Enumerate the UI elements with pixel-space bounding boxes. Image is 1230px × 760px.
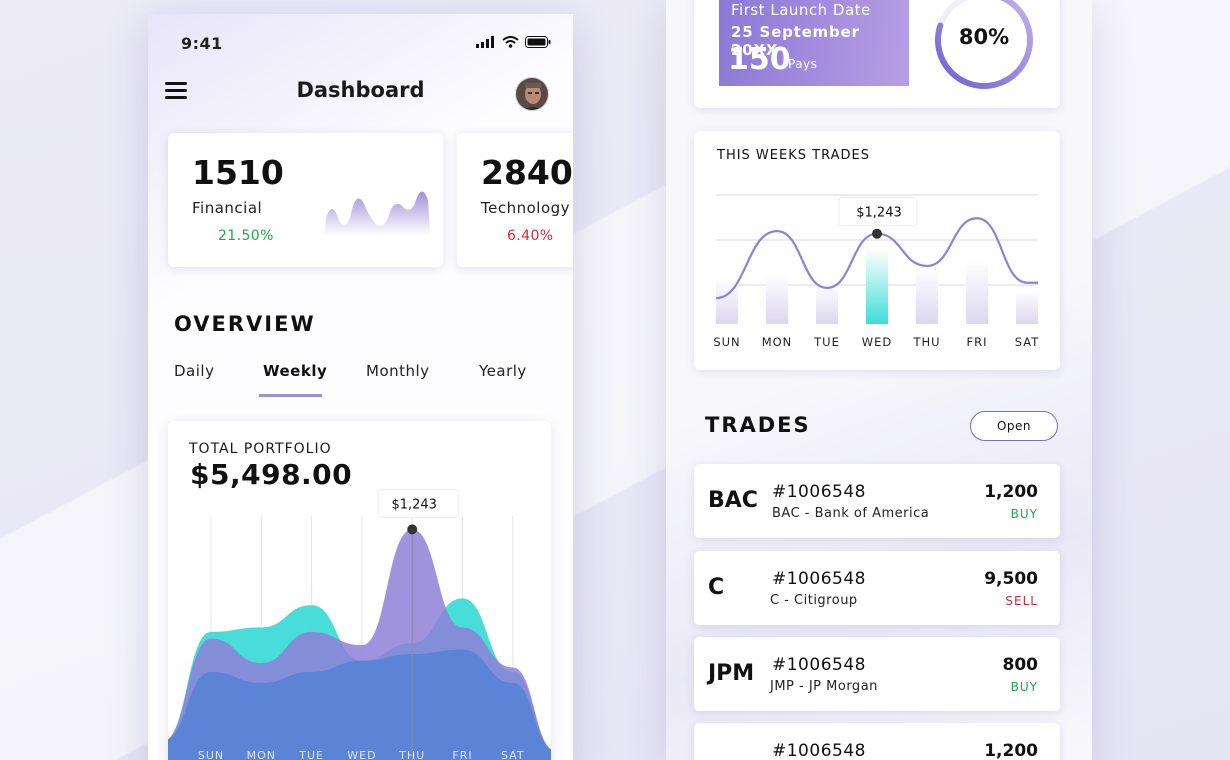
tooltip-label: $1,243 bbox=[391, 497, 437, 512]
page-title: Dashboard bbox=[296, 78, 425, 102]
stat-change: 21.50% bbox=[218, 228, 274, 244]
trade-id: #1006548 bbox=[772, 655, 866, 675]
x-tick-label: WED bbox=[347, 749, 376, 760]
tooltip-label: $1,243 bbox=[856, 206, 902, 221]
progress-text: 80% bbox=[958, 25, 1010, 49]
progress-arc bbox=[935, 0, 1033, 89]
trade-qty: 800 bbox=[1002, 655, 1039, 675]
stat-value: 1510 bbox=[192, 153, 284, 192]
trade-id: #1006548 bbox=[772, 482, 866, 502]
phone-dashboard-screen: 9:41 Dashboard bbox=[148, 14, 573, 760]
x-tick-label: SUN bbox=[198, 749, 224, 760]
avatar[interactable] bbox=[515, 77, 549, 111]
hamburger-menu-icon[interactable] bbox=[165, 82, 187, 100]
trade-qty: 9,500 bbox=[984, 569, 1038, 589]
bar bbox=[816, 282, 838, 324]
trade-qty: 1,200 bbox=[984, 741, 1038, 760]
active-tab-indicator bbox=[259, 394, 322, 397]
week-trades-card: SUN MON TUE WED THU FRI SAT $1,243 THIS WEEKS T… bbox=[694, 131, 1060, 370]
trade-row[interactable]: JPM #1006548 JMP - JP Morgan 800 BUY bbox=[694, 637, 1060, 711]
trade-ticker: BAC bbox=[708, 488, 758, 513]
trade-row[interactable]: #1006548 1,200 bbox=[694, 723, 1060, 760]
status-bar: 9:41 bbox=[148, 14, 573, 70]
tab-daily[interactable]: Daily bbox=[174, 362, 215, 380]
battery-icon bbox=[525, 36, 551, 48]
tab-yearly[interactable]: Yearly bbox=[479, 362, 527, 380]
x-tick-label: TUE bbox=[298, 749, 324, 760]
week-trades-title: THIS WEEKS TRADES bbox=[717, 148, 870, 163]
portfolio-label: TOTAL PORTFOLIO bbox=[189, 441, 332, 457]
bar bbox=[716, 277, 738, 324]
trade-qty: 1,200 bbox=[984, 482, 1038, 502]
x-tick-label: MON bbox=[247, 749, 276, 760]
status-time: 9:41 bbox=[181, 34, 223, 53]
trade-row[interactable]: C #1006548 C - Citigroup 9,500 SELL bbox=[694, 551, 1060, 625]
launch-date: 25 September 20XX bbox=[731, 23, 860, 59]
trade-ticker: C bbox=[708, 575, 725, 600]
stat-label: Technology bbox=[481, 199, 571, 217]
x-tick-label: SAT bbox=[501, 749, 525, 760]
launch-days: 150 bbox=[728, 42, 791, 77]
bar bbox=[916, 267, 938, 324]
week-trades-chart: SUN MON TUE WED THU FRI SAT $1,243 bbox=[713, 194, 1040, 349]
x-tick-label: FRI bbox=[967, 335, 988, 349]
x-tick-label: WED bbox=[862, 335, 893, 349]
x-tick-label: SUN bbox=[713, 335, 740, 349]
x-tick-label: FRI bbox=[452, 749, 472, 760]
trades-title: TRADES bbox=[705, 413, 811, 437]
stat-change: 6.40% bbox=[507, 228, 554, 244]
launch-card: First Launch Date 25 September 20XX 150 … bbox=[694, 0, 1060, 108]
launch-banner: First Launch Date 25 September 20XX 150 … bbox=[719, 0, 909, 86]
area-series-2 bbox=[168, 649, 551, 760]
progress-ring bbox=[935, 0, 1033, 89]
progress-center bbox=[944, 0, 1024, 80]
bar bbox=[966, 259, 988, 324]
trade-side: BUY bbox=[1010, 680, 1038, 694]
trade-row[interactable]: BAC #1006548 BAC - Bank of America 1,200… bbox=[694, 464, 1060, 538]
stat-value: 2840 bbox=[481, 153, 573, 192]
tab-weekly[interactable]: Weekly bbox=[263, 362, 328, 380]
launch-label: First Launch Date bbox=[731, 1, 871, 19]
x-tick-label: THU bbox=[912, 335, 940, 349]
launch-days-unit: Pays bbox=[788, 57, 818, 71]
trade-side: BUY bbox=[1010, 507, 1038, 521]
overview-title: OVERVIEW bbox=[174, 312, 316, 336]
tab-monthly[interactable]: Monthly bbox=[366, 362, 430, 380]
bar bbox=[866, 249, 888, 324]
bar bbox=[766, 272, 788, 324]
portfolio-value: $5,498.00 bbox=[190, 458, 353, 491]
tooltip-box bbox=[838, 197, 918, 227]
tooltip-box bbox=[377, 488, 459, 518]
trade-id: #1006548 bbox=[772, 741, 866, 760]
portfolio-card: SUN MON TUE WED THU FRI SAT $1,243 TOTAL PORTFO… bbox=[168, 421, 551, 760]
trade-id: #1006548 bbox=[772, 569, 866, 589]
x-tick-label: MON bbox=[762, 335, 793, 349]
trade-ticker: JPM bbox=[708, 661, 755, 686]
x-tick-label: THU bbox=[398, 749, 425, 760]
status-icons bbox=[476, 36, 551, 48]
x-tick-label: TUE bbox=[813, 335, 840, 349]
sparkline-chart bbox=[324, 191, 430, 236]
trades-panel: First Launch Date 25 September 20XX 150 … bbox=[666, 0, 1092, 760]
stat-card-technology[interactable]: 2840 Technology 6.40% bbox=[457, 133, 573, 267]
wifi-icon bbox=[502, 36, 519, 48]
portfolio-chart: SUN MON TUE WED THU FRI SAT $1,243 bbox=[168, 488, 551, 760]
bar bbox=[1016, 290, 1038, 324]
highlight-point bbox=[872, 228, 882, 239]
overview-tabs: Daily Weekly Monthly Yearly bbox=[148, 362, 573, 402]
trade-name: JMP - JP Morgan bbox=[770, 679, 878, 694]
trade-name: BAC - Bank of America bbox=[772, 506, 930, 521]
x-tick-label: SAT bbox=[1015, 335, 1040, 349]
header-bar: Dashboard bbox=[148, 74, 573, 114]
open-trades-button[interactable]: Open bbox=[970, 411, 1058, 441]
highlight-point bbox=[407, 524, 418, 535]
trade-name: C - Citigroup bbox=[770, 593, 858, 608]
trade-side: SELL bbox=[1005, 594, 1038, 608]
stat-label: Financial bbox=[192, 199, 263, 217]
stat-card-financial[interactable]: 1510 Financial 21.50% bbox=[168, 133, 443, 267]
signal-icon bbox=[476, 36, 494, 48]
